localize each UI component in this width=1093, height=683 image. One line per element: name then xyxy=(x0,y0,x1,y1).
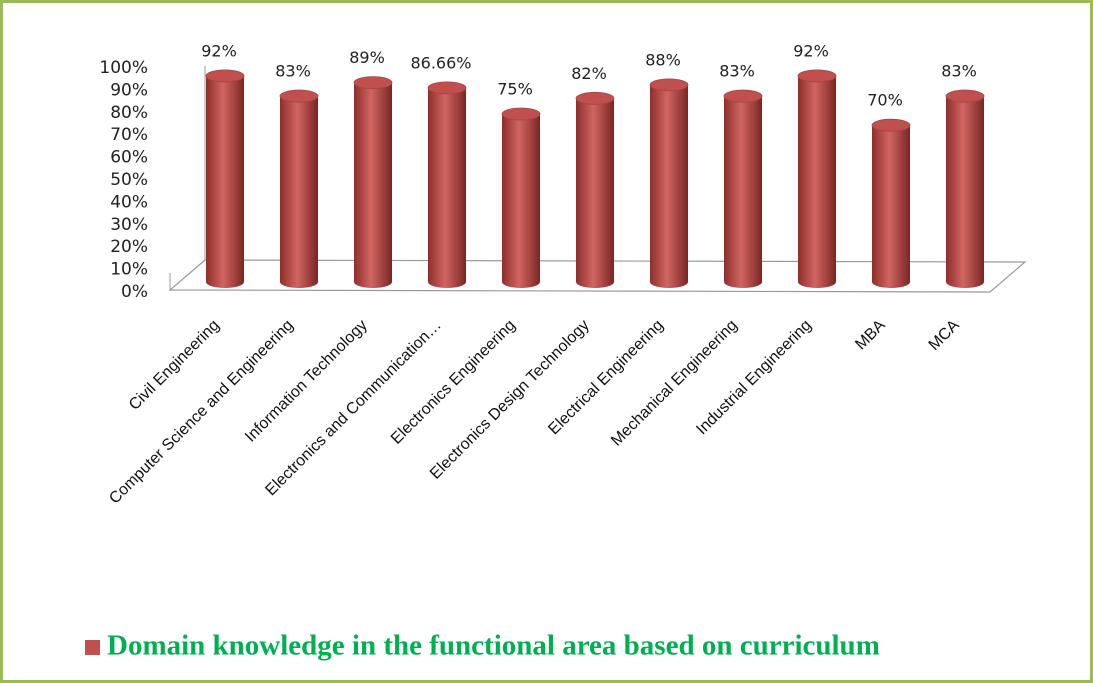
bar-top xyxy=(427,81,467,95)
bar xyxy=(724,96,762,288)
y-tick-label: 40% xyxy=(110,192,148,212)
y-tick-label: 80% xyxy=(110,103,148,123)
y-tick-label: 100% xyxy=(99,58,148,78)
bar xyxy=(576,98,614,288)
x-tick-label: Information Technology xyxy=(242,317,371,446)
y-tick-label: 10% xyxy=(110,260,148,280)
value-label: 88% xyxy=(645,50,681,69)
x-tick-label: Electronics Design Technology xyxy=(427,317,593,483)
value-label: 83% xyxy=(941,62,977,81)
value-label: 86.66% xyxy=(410,53,471,72)
x-tick-label: MCA xyxy=(926,317,963,354)
y-tick-label: 50% xyxy=(110,170,148,190)
y-tick-label: 20% xyxy=(110,237,148,257)
value-label: 89% xyxy=(349,48,385,67)
bar xyxy=(872,125,910,288)
x-tick-label: Electronics Engineering xyxy=(388,317,519,448)
bar-top xyxy=(575,91,615,105)
value-label: 92% xyxy=(201,41,237,60)
bar-top xyxy=(501,107,541,121)
bar xyxy=(280,96,318,288)
value-label: 82% xyxy=(571,64,607,83)
bar xyxy=(502,114,540,288)
bar-top xyxy=(797,69,837,83)
y-tick-label: 90% xyxy=(110,80,148,100)
value-label: 83% xyxy=(719,62,755,81)
bar xyxy=(354,82,392,288)
bar-top xyxy=(649,78,689,92)
bar-top xyxy=(353,76,393,90)
x-tick-label: MBA xyxy=(852,317,889,354)
value-label: 83% xyxy=(275,62,311,81)
bar xyxy=(798,75,836,288)
bar xyxy=(650,84,688,288)
bar-top xyxy=(205,69,245,83)
value-label: 70% xyxy=(867,91,903,110)
bar-top xyxy=(871,118,911,132)
value-label: 92% xyxy=(793,41,829,60)
y-tick-label: 60% xyxy=(110,148,148,168)
bar xyxy=(946,96,984,288)
bar-top xyxy=(723,89,763,103)
floor xyxy=(168,259,1027,293)
bar-top xyxy=(945,89,985,103)
y-tick-label: 30% xyxy=(110,215,148,235)
y-tick-label: 70% xyxy=(110,125,148,145)
y-tick-label: 0% xyxy=(121,282,148,302)
bar xyxy=(206,75,244,288)
legend-swatch xyxy=(85,640,100,655)
legend-label: Domain knowledge in the functional area … xyxy=(107,630,880,662)
value-label: 75% xyxy=(497,80,533,99)
bar xyxy=(428,87,466,289)
bar-top xyxy=(279,89,319,103)
x-tick-label: Mechanical Engineering xyxy=(608,317,741,450)
chart: 0%10%20%30%40%50%60%70%80%90%100%92%Civi… xyxy=(85,41,1027,662)
